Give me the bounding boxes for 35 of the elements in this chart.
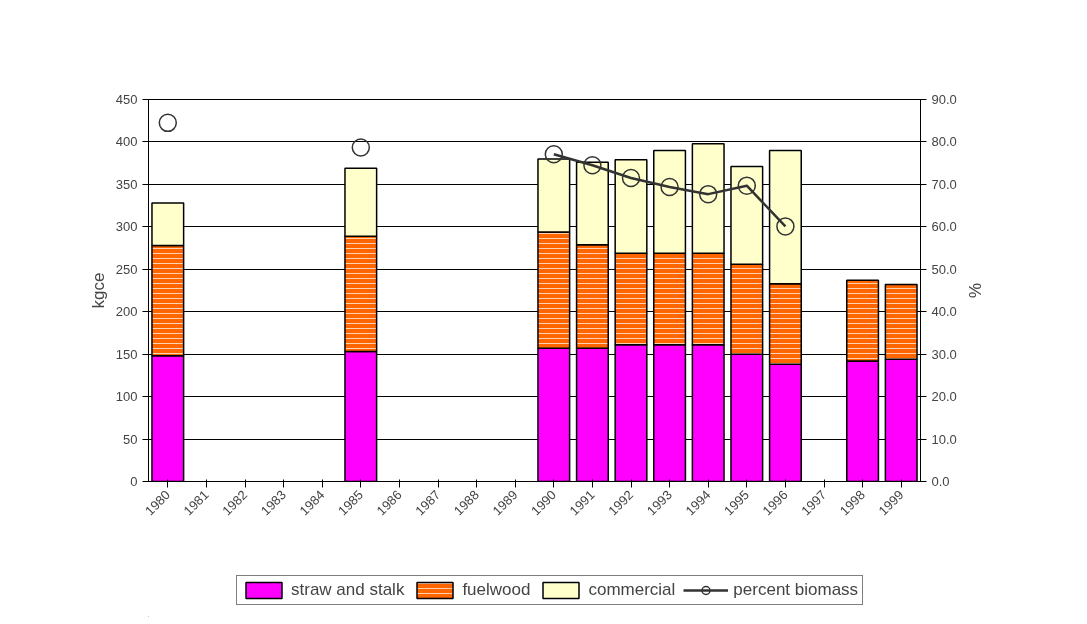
y2-axis-title: % [964, 282, 984, 299]
y-tick-label: 100 [115, 389, 138, 405]
y2-tick-label: 20.0 [931, 389, 957, 405]
y-tick-label: 150 [115, 346, 138, 362]
legend-label: fuelwood [462, 580, 531, 600]
y2-tick-label: 80.0 [931, 134, 957, 150]
y-tick-label: 350 [115, 176, 138, 192]
y2-tick-label: 90.0 [931, 92, 957, 107]
point [544, 145, 564, 164]
point [351, 138, 371, 157]
y-axis-title: kgce [88, 272, 108, 309]
y-tick-label: 50 [123, 431, 138, 447]
y2-tick-label: 60.0 [931, 219, 957, 235]
y-tick-label: 0 [130, 474, 138, 489]
y2-tick-label: 50.0 [931, 261, 957, 277]
point [621, 168, 641, 188]
point [737, 176, 757, 195]
legend-label: commercial [588, 580, 676, 600]
point [583, 156, 602, 175]
y2-tick-label: 70.0 [931, 176, 957, 192]
y-tick-label: 450 [115, 92, 138, 107]
y-tick-label: 200 [115, 304, 138, 320]
y2-tick-label: 40.0 [931, 304, 957, 320]
y-tick-label: 250 [115, 261, 138, 277]
y2-tick-label: 10.0 [931, 431, 957, 447]
y2-tick-label: 30.0 [931, 346, 957, 362]
y-tick-label: 300 [115, 219, 138, 235]
y2-tick-label: 0.0 [931, 474, 950, 489]
point [698, 184, 718, 204]
point [158, 113, 178, 133]
y-tick-label: 400 [115, 134, 138, 150]
point [776, 217, 795, 236]
legend-label: straw and stalk [291, 580, 405, 600]
point [660, 177, 679, 197]
legend-label: percent biomass [733, 580, 859, 600]
